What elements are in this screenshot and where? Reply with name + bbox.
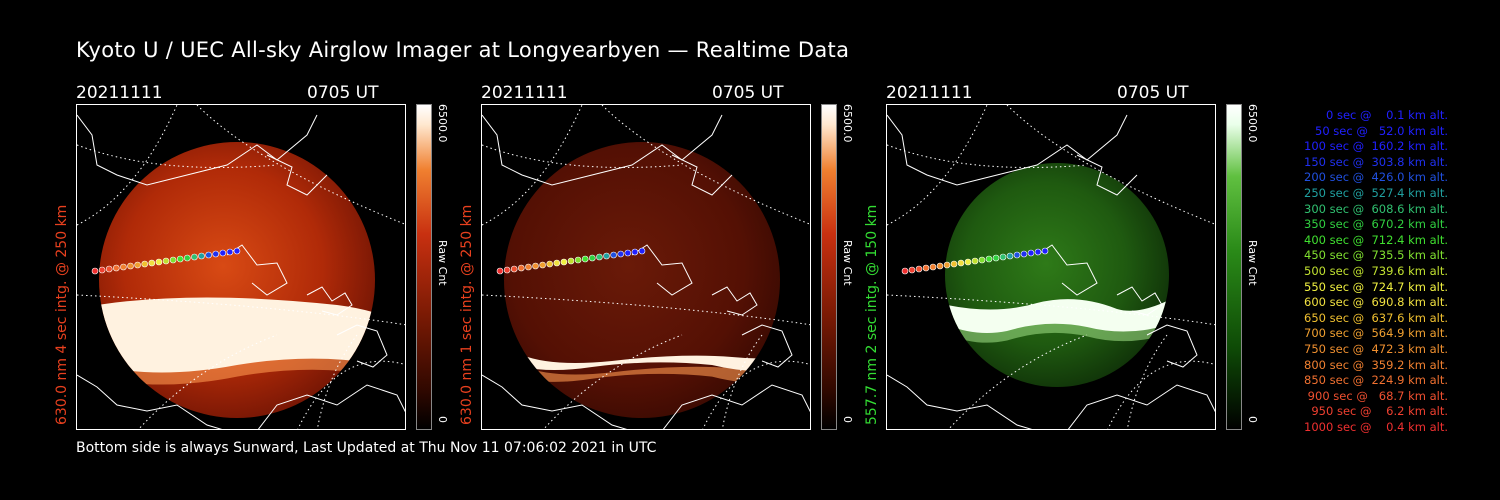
colorbar-unit: Raw Cnt <box>841 240 854 286</box>
legend-entry: 300 sec @ 608.6 km alt. <box>1300 201 1448 216</box>
legend-entry: 100 sec @ 160.2 km alt. <box>1300 139 1448 154</box>
legend-entry: 1000 sec @ 0.4 km alt. <box>1304 419 1448 434</box>
colorbar-max: 6500.0 <box>1246 104 1259 143</box>
panel-label: 557.7 nm 2 sec intg. @ 150 km <box>864 204 880 425</box>
panel-date: 20211111 <box>886 83 973 103</box>
legend-entry: 650 sec @ 637.6 km alt. <box>1300 310 1448 325</box>
panel-label: 630.0 nm 1 sec intg. @ 250 km <box>459 204 475 425</box>
colorbar <box>1226 104 1242 430</box>
legend-entry: 500 sec @ 739.6 km alt. <box>1300 263 1448 278</box>
legend-entry: 150 sec @ 303.8 km alt. <box>1300 154 1448 169</box>
allsky-image <box>886 104 1216 430</box>
legend-entry: 550 sec @ 724.7 km alt. <box>1300 279 1448 294</box>
legend-entry: 400 sec @ 712.4 km alt. <box>1300 232 1448 247</box>
allsky-image <box>76 104 406 430</box>
legend-entry: 200 sec @ 426.0 km alt. <box>1300 170 1448 185</box>
colorbar-max: 6500.0 <box>841 104 854 143</box>
colorbar-min: 0 <box>1246 416 1259 423</box>
legend-entry: 350 sec @ 670.2 km alt. <box>1300 217 1448 232</box>
panel-time: 0705 UT <box>307 83 379 103</box>
allsky-image <box>481 104 811 430</box>
trajectory-legend: 0 sec @ 0.1 km alt. 50 sec @ 52.0 km alt… <box>1268 108 1448 435</box>
panel-label: 630.0 nm 4 sec intg. @ 250 km <box>54 204 70 425</box>
legend-entry: 850 sec @ 224.9 km alt. <box>1300 373 1448 388</box>
panel-time: 0705 UT <box>1117 83 1189 103</box>
panel-time: 0705 UT <box>712 83 784 103</box>
panel-1: 20211111 0705 UT 630.0 nm 4 sec intg. @ … <box>54 80 546 440</box>
legend-entry: 600 sec @ 690.8 km alt. <box>1300 295 1448 310</box>
colorbar-unit: Raw Cnt <box>1246 240 1259 286</box>
colorbar-min: 0 <box>841 416 854 423</box>
colorbar <box>821 104 837 430</box>
colorbar-unit: Raw Cnt <box>436 240 449 286</box>
colorbar-max: 6500.0 <box>436 104 449 143</box>
legend-entry: 450 sec @ 735.5 km alt. <box>1300 248 1448 263</box>
panel-3: 20211111 0705 UT 557.7 nm 2 sec intg. @ … <box>864 80 1356 440</box>
colorbar <box>416 104 432 430</box>
legend-entry: 750 sec @ 472.3 km alt. <box>1300 341 1448 356</box>
panel-date: 20211111 <box>76 83 163 103</box>
panel-date: 20211111 <box>481 83 568 103</box>
legend-entry: 900 sec @ 68.7 km alt. <box>1304 388 1448 403</box>
panel-2: 20211111 0705 UT 630.0 nm 1 sec intg. @ … <box>459 80 951 440</box>
page-title: Kyoto U / UEC All-sky Airglow Imager at … <box>76 38 850 62</box>
legend-entry: 800 sec @ 359.2 km alt. <box>1300 357 1448 372</box>
colorbar-min: 0 <box>436 416 449 423</box>
legend-entry: 0 sec @ 0.1 km alt. <box>1315 108 1448 122</box>
legend-entry: 700 sec @ 564.9 km alt. <box>1300 326 1448 341</box>
legend-entry: 950 sec @ 6.2 km alt. <box>1307 404 1448 419</box>
footer-note: Bottom side is always Sunward, Last Upda… <box>76 440 657 456</box>
legend-entry: 50 sec @ 52.0 km alt. <box>1307 123 1448 138</box>
legend-entry: 250 sec @ 527.4 km alt. <box>1300 185 1448 200</box>
